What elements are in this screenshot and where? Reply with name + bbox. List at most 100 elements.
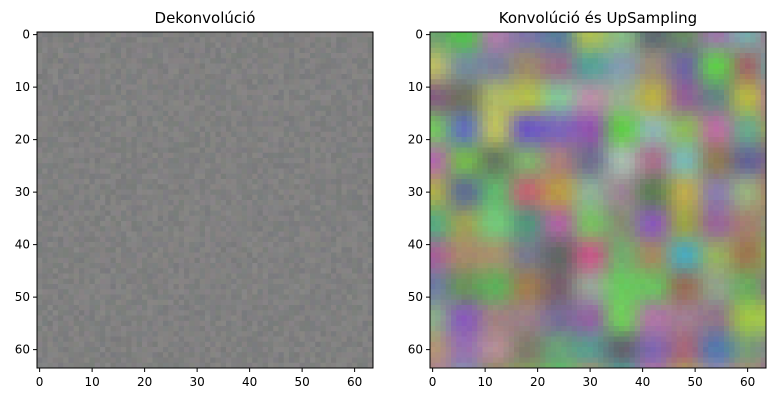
heatmap-cell: [199, 126, 206, 133]
heatmap-cell: [100, 53, 106, 59]
heatmap-cell: [367, 68, 374, 75]
heatmap-cell: [178, 352, 185, 358]
heatmap-cell: [299, 163, 306, 169]
heatmap-cell: [37, 163, 43, 169]
heatmap-cell: [163, 37, 169, 43]
heatmap-cell: [713, 53, 720, 59]
heatmap-cell: [341, 84, 348, 91]
heatmap-cell: [163, 126, 169, 133]
heatmap-cell: [110, 121, 117, 127]
heatmap-cell: [157, 289, 164, 295]
heatmap-cell: [205, 242, 211, 248]
heatmap-cell: [58, 352, 64, 358]
heatmap-cell: [189, 47, 195, 54]
heatmap-cell: [283, 347, 290, 353]
heatmap-cell: [121, 179, 127, 185]
heatmap-cell: [315, 289, 321, 295]
heatmap-cell: [304, 336, 311, 343]
heatmap-cell: [241, 257, 248, 264]
heatmap-cell: [283, 84, 290, 91]
heatmap-cell: [278, 315, 285, 322]
heatmap-cell: [304, 142, 311, 148]
heatmap-cell: [84, 42, 90, 49]
heatmap-cell: [79, 147, 85, 154]
heatmap-cell: [231, 336, 237, 343]
heatmap-cell: [645, 95, 651, 101]
heatmap-cell: [289, 194, 295, 201]
heatmap-cell: [294, 231, 300, 238]
heatmap-cell: [58, 42, 64, 49]
heatmap-cell: [47, 284, 54, 290]
heatmap-cell: [257, 105, 264, 112]
heatmap-cell: [68, 173, 75, 180]
heatmap-cell: [331, 247, 337, 253]
heatmap-cell: [367, 242, 374, 248]
heatmap-cell: [268, 352, 274, 358]
heatmap-cell: [315, 315, 321, 322]
heatmap-cell: [687, 47, 693, 54]
heatmap-cell: [194, 126, 201, 133]
heatmap-cell: [257, 226, 264, 232]
heatmap-cell: [47, 116, 54, 122]
heatmap-cell: [47, 263, 54, 269]
heatmap-cell: [37, 299, 43, 306]
heatmap-cell: [58, 268, 64, 274]
heatmap-cell: [252, 268, 258, 274]
heatmap-cell: [320, 331, 327, 337]
heatmap-cell: [194, 63, 201, 70]
heatmap-cell: [362, 32, 369, 38]
heatmap-cell: [294, 100, 300, 106]
heatmap-cell: [58, 131, 64, 138]
heatmap-cell: [262, 242, 269, 248]
heatmap-cell: [325, 89, 332, 96]
heatmap-cell: [115, 147, 122, 154]
heatmap-cell: [236, 194, 243, 201]
heatmap-cell: [252, 89, 258, 96]
heatmap-cell: [115, 173, 122, 180]
heatmap-cell: [257, 284, 264, 290]
heatmap-cell: [58, 179, 64, 185]
heatmap-cell: [52, 242, 59, 248]
heatmap-cell: [94, 47, 101, 54]
heatmap-cell: [320, 205, 327, 211]
heatmap-cell: [110, 320, 117, 327]
heatmap-cell: [629, 84, 636, 91]
heatmap-cell: [163, 294, 169, 301]
heatmap-cell: [52, 42, 59, 49]
heatmap-cell: [89, 189, 96, 196]
heatmap-cell: [79, 79, 85, 85]
heatmap-cell: [194, 110, 201, 117]
heatmap-cell: [524, 47, 531, 54]
heatmap-cell: [341, 74, 348, 80]
heatmap-cell: [341, 158, 348, 164]
heatmap-cell: [94, 215, 101, 222]
heatmap-cell: [645, 58, 651, 64]
heatmap-cell: [84, 299, 90, 306]
heatmap-cell: [231, 205, 237, 211]
heatmap-cell: [367, 215, 374, 222]
heatmap-cell: [262, 326, 269, 332]
heatmap-cell: [152, 47, 159, 54]
heatmap-cell: [184, 278, 190, 285]
heatmap-cell: [231, 95, 237, 101]
heatmap-cell: [514, 47, 520, 54]
heatmap-cell: [105, 158, 111, 164]
heatmap-cell: [357, 310, 363, 316]
heatmap-cell: [524, 37, 531, 43]
heatmap-cell: [540, 89, 546, 96]
heatmap-cell: [451, 95, 457, 101]
heatmap-cell: [357, 326, 363, 332]
heatmap-cell: [73, 341, 80, 348]
heatmap-cell: [587, 32, 594, 38]
heatmap-cell: [147, 221, 153, 227]
heatmap-cell: [84, 116, 90, 122]
heatmap-cell: [173, 131, 180, 138]
heatmap-cell: [58, 163, 64, 169]
heatmap-cell: [634, 84, 641, 91]
heatmap-cell: [435, 68, 441, 75]
heatmap-cell: [131, 347, 138, 353]
heatmap-cell: [68, 37, 75, 43]
heatmap-cell: [247, 252, 253, 259]
heatmap-cell: [687, 58, 693, 64]
heatmap-cell: [178, 299, 185, 306]
